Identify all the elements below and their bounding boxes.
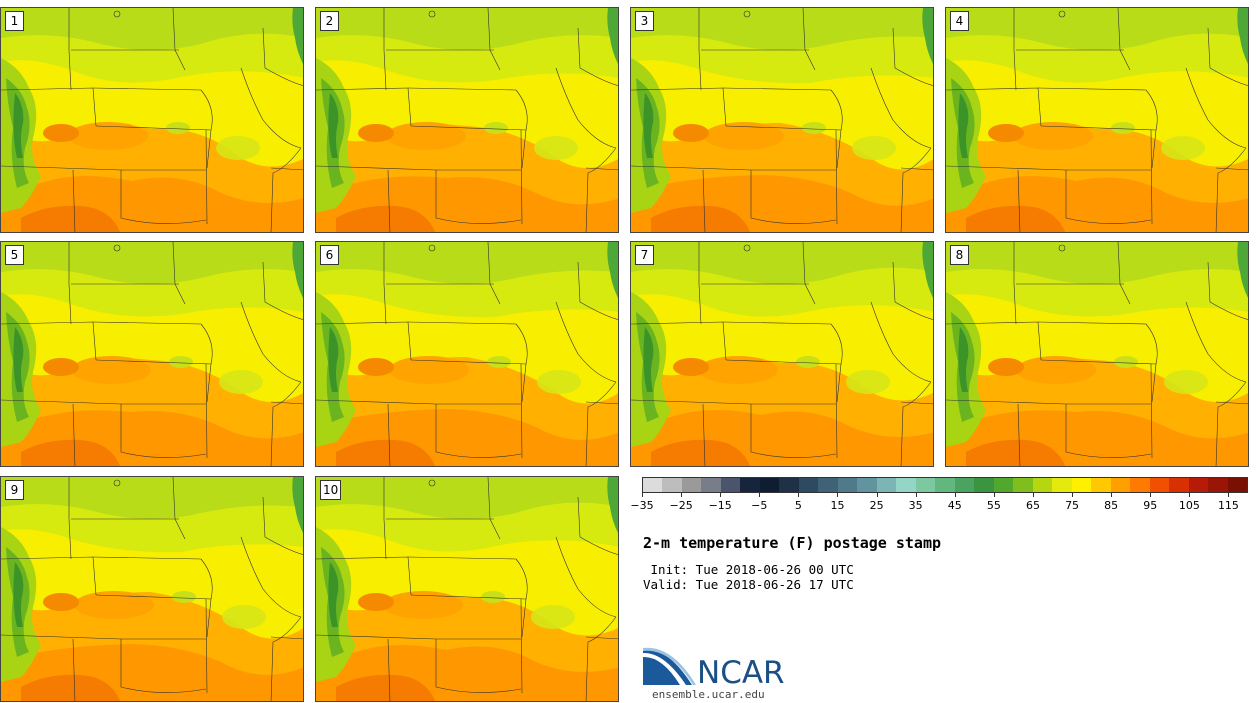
colorbar-tick	[798, 493, 800, 497]
colorbar-swatch	[1149, 478, 1170, 492]
valid-time: Valid: Tue 2018-06-26 17 UTC	[643, 577, 854, 592]
ensemble-member-map-7: 7	[630, 241, 934, 467]
colorbar-swatch	[876, 478, 897, 492]
colorbar-tick	[1032, 493, 1034, 497]
colorbar-swatch	[701, 478, 721, 492]
colorbar-swatch	[681, 478, 702, 492]
map-title: 2-m temperature (F) postage stamp	[643, 534, 942, 552]
colorbar-tick-label: 85	[1104, 499, 1119, 512]
colorbar-swatch	[857, 478, 877, 492]
colorbar-tick-label: 75	[1065, 499, 1080, 512]
colorbar-swatch	[1013, 478, 1033, 492]
ensemble-member-map-3: 3	[630, 7, 934, 233]
colorbar-swatch	[993, 478, 1014, 492]
colorbar-tick-label: 5	[794, 499, 802, 512]
member-label: 5	[5, 245, 24, 265]
ensemble-member-map-8: 8	[945, 241, 1249, 467]
member-label: 1	[5, 11, 24, 31]
ncar-logo-text: NCAR	[697, 655, 785, 691]
colorbar-tick	[837, 493, 839, 497]
ensemble-member-map-9: 9	[0, 476, 304, 702]
member-label: 8	[950, 245, 969, 265]
colorbar-swatch	[662, 478, 682, 492]
colorbar-swatch	[1130, 478, 1150, 492]
colorbar-tick	[720, 493, 722, 497]
colorbar-swatch	[1052, 478, 1072, 492]
colorbar-tick	[993, 493, 995, 497]
colorbar-swatch	[798, 478, 819, 492]
colorbar-swatch	[1188, 478, 1209, 492]
colorbar-swatch	[720, 478, 741, 492]
colorbar-swatch	[1110, 478, 1131, 492]
colorbar-swatch	[779, 478, 799, 492]
ensemble-member-map-5: 5	[0, 241, 304, 467]
colorbar-swatch	[954, 478, 975, 492]
colorbar-ticks: −35 −25 −15 −5 5 15 25 35 45 55 65 75 85 95 105 115	[630, 493, 1248, 513]
colorbar-swatch	[1091, 478, 1111, 492]
colorbar-tick-label: 105	[1178, 499, 1200, 512]
colorbar-tick-label: 15	[830, 499, 845, 512]
colorbar-swatch	[1032, 478, 1053, 492]
colorbar-tick	[954, 493, 956, 497]
member-label: 9	[5, 480, 24, 500]
ncar-logo-icon	[643, 647, 696, 685]
colorbar-tick	[759, 493, 761, 497]
colorbar-tick-label: −15	[708, 499, 732, 512]
colorbar-swatch	[818, 478, 838, 492]
member-label: 7	[635, 245, 654, 265]
colorbar-swatch	[1169, 478, 1189, 492]
colorbar-tick	[876, 493, 878, 497]
colorbar-tick-label: 95	[1143, 499, 1158, 512]
ensemble-member-map-10: 10	[315, 476, 619, 702]
colorbar-tick-label: 115	[1217, 499, 1239, 512]
colorbar-swatch	[1208, 478, 1228, 492]
colorbar-tick-label: 25	[869, 499, 884, 512]
colorbar-swatch	[837, 478, 858, 492]
member-label: 6	[320, 245, 339, 265]
ensemble-member-map-1: 1	[0, 7, 304, 233]
member-label: 2	[320, 11, 339, 31]
colorbar-tick	[642, 493, 643, 497]
colorbar-tick-label: 65	[1025, 499, 1040, 512]
member-label: 10	[320, 480, 342, 500]
colorbar-tick	[681, 493, 683, 497]
colorbar-tick	[1189, 493, 1191, 497]
ensemble-member-map-4: 4	[945, 7, 1249, 233]
colorbar-tick-label: 35	[908, 499, 923, 512]
colorbar-tick	[1150, 493, 1152, 497]
colorbar-tick	[915, 493, 917, 497]
colorbar-swatch	[759, 478, 780, 492]
colorbar-tick-label: 55	[986, 499, 1001, 512]
colorbar-tick-label: −25	[669, 499, 693, 512]
colorbar-tick-label: −35	[630, 499, 654, 512]
colorbar-swatch	[896, 478, 916, 492]
colorbar-swatch	[935, 478, 955, 492]
colorbar-tick	[1111, 493, 1113, 497]
colorbar-tick	[1072, 493, 1074, 497]
colorbar-swatch	[643, 478, 663, 492]
colorbar-swatch	[915, 478, 936, 492]
ensemble-member-map-6: 6	[315, 241, 619, 467]
colorbar-swatch	[974, 478, 994, 492]
colorbar-tick-label: −5	[751, 499, 768, 512]
colorbar-tick	[1228, 493, 1230, 497]
ensemble-member-map-2: 2	[315, 7, 619, 233]
temperature-colorbar	[642, 477, 1248, 493]
member-label: 4	[950, 11, 969, 31]
ensemble-url: ensemble.ucar.edu	[652, 688, 765, 701]
colorbar-swatch	[1227, 478, 1248, 492]
colorbar-swatch	[740, 478, 760, 492]
colorbar-swatch	[1071, 478, 1092, 492]
init-time: Init: Tue 2018-06-26 00 UTC	[643, 562, 854, 577]
colorbar-tick-label: 45	[947, 499, 962, 512]
member-label: 3	[635, 11, 654, 31]
